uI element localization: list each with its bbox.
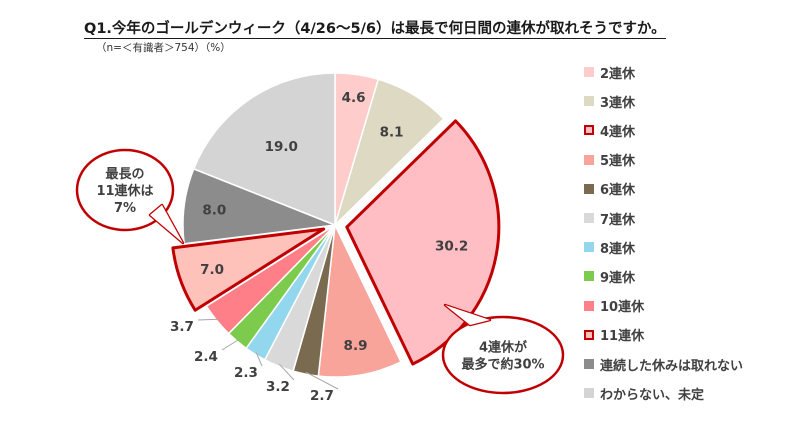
legend-swatch xyxy=(584,96,594,107)
legend-label: 2連休 xyxy=(600,66,636,82)
callout-bubble xyxy=(441,315,565,395)
pie-slice-10連休 xyxy=(205,224,336,335)
leader-line-9連休 xyxy=(221,339,239,351)
value-label-2連休: 4.6 xyxy=(342,90,366,106)
legend-swatch xyxy=(584,213,594,223)
value-label-4連休: 30.2 xyxy=(435,239,468,255)
callout-tail-fill xyxy=(150,205,183,243)
leader-line-7連休 xyxy=(279,363,295,381)
value-label-3連休: 8.1 xyxy=(380,124,404,140)
legend-swatch xyxy=(584,329,594,340)
pie-highlight-slices xyxy=(171,119,501,366)
legend-item-10連休: 10連休 xyxy=(584,296,644,316)
legend-item-2連休: 2連休 xyxy=(584,62,635,82)
value-label-8連休: 2.3 xyxy=(234,365,258,381)
callout-bubble xyxy=(75,148,175,232)
legend-item-3連休: 3連休 xyxy=(584,91,635,111)
leader-line-10連休 xyxy=(197,318,219,321)
legend-swatch xyxy=(584,242,594,253)
leader-line-8連休 xyxy=(255,352,263,367)
value-label-7連休: 3.2 xyxy=(266,379,290,395)
value-label-わからない、未定: 19.0 xyxy=(265,139,298,155)
pie-value-labels: 4.6 8.1 30.2 8.9 2.7 3.2 2.3 2.43.7 7.0 8.0 19.0 xyxy=(170,90,468,404)
legend-swatch xyxy=(584,359,594,369)
legend-label: 8連休 xyxy=(600,241,636,257)
legend-item-5連休: 5連休 xyxy=(584,150,635,170)
legend-item-わからない、未定: わからない、未定 xyxy=(584,383,704,403)
legend-item-11連休: 11連休 xyxy=(584,325,644,345)
legend-swatch xyxy=(584,271,594,282)
legend-label: 3連休 xyxy=(600,95,636,111)
value-label-連続した休みは取れない: 8.0 xyxy=(202,203,226,219)
chart-title: Q1.今年のゴールデンウィーク（4/26〜5/6）は最長で何日間の連休が取れそう… xyxy=(84,21,666,39)
legend-label: 9連休 xyxy=(600,270,636,286)
legend-swatch xyxy=(584,154,594,165)
callout-text-line: 最多で約30% xyxy=(461,357,544,373)
legend-label: 4連休 xyxy=(600,124,636,140)
legend-label: 11連休 xyxy=(600,329,645,345)
legend-swatch xyxy=(584,300,594,311)
value-label-5連休: 8.9 xyxy=(344,338,368,354)
value-label-6連休: 2.7 xyxy=(310,388,334,404)
value-label-11連休: 7.0 xyxy=(200,262,224,278)
legend-item-9連休: 9連休 xyxy=(584,266,635,286)
legend-item-8連休: 8連休 xyxy=(584,237,635,257)
legend-label: 10連休 xyxy=(600,300,645,316)
chart-subtitle: （n=＜有識者＞754）（%） xyxy=(96,42,231,54)
legend-item-7連休: 7連休 xyxy=(584,208,635,228)
pie-slice-3連休 xyxy=(334,78,445,226)
callout-text-line: 11連休は xyxy=(96,183,153,199)
callout-text-line: 4連休が xyxy=(479,340,527,356)
legend-label: 5連休 xyxy=(600,154,636,170)
callout-text-line: 最長の xyxy=(105,167,144,182)
leader-line-6連休 xyxy=(305,371,339,390)
pie-slice-わからない、未定 xyxy=(192,72,336,226)
legend-label: わからない、未定 xyxy=(600,387,705,403)
value-label-9連休: 2.4 xyxy=(194,349,218,365)
legend-swatch xyxy=(584,67,594,77)
legend-label: 6連休 xyxy=(600,183,636,199)
legend-item-連続した休みは取れない: 連続した休みは取れない xyxy=(584,354,743,374)
pie-slice-11連休 xyxy=(171,227,326,312)
legend-item-4連休: 4連休 xyxy=(584,120,635,140)
pie-slice-5連休 xyxy=(317,224,402,378)
value-label-10連休: 3.7 xyxy=(170,319,194,335)
legend-label: 7連休 xyxy=(600,212,636,228)
legend-swatch xyxy=(584,125,594,136)
legend-item-6連休: 6連休 xyxy=(584,179,635,199)
legend-swatch xyxy=(584,183,594,194)
callout-tail-fill xyxy=(445,305,490,325)
legend-swatch xyxy=(584,388,594,399)
legend-label: 連続した休みは取れない xyxy=(600,358,744,374)
callout-text-line: 7% xyxy=(114,201,136,216)
pie-slices xyxy=(182,72,445,378)
pie-slice-4連休 xyxy=(345,119,501,366)
